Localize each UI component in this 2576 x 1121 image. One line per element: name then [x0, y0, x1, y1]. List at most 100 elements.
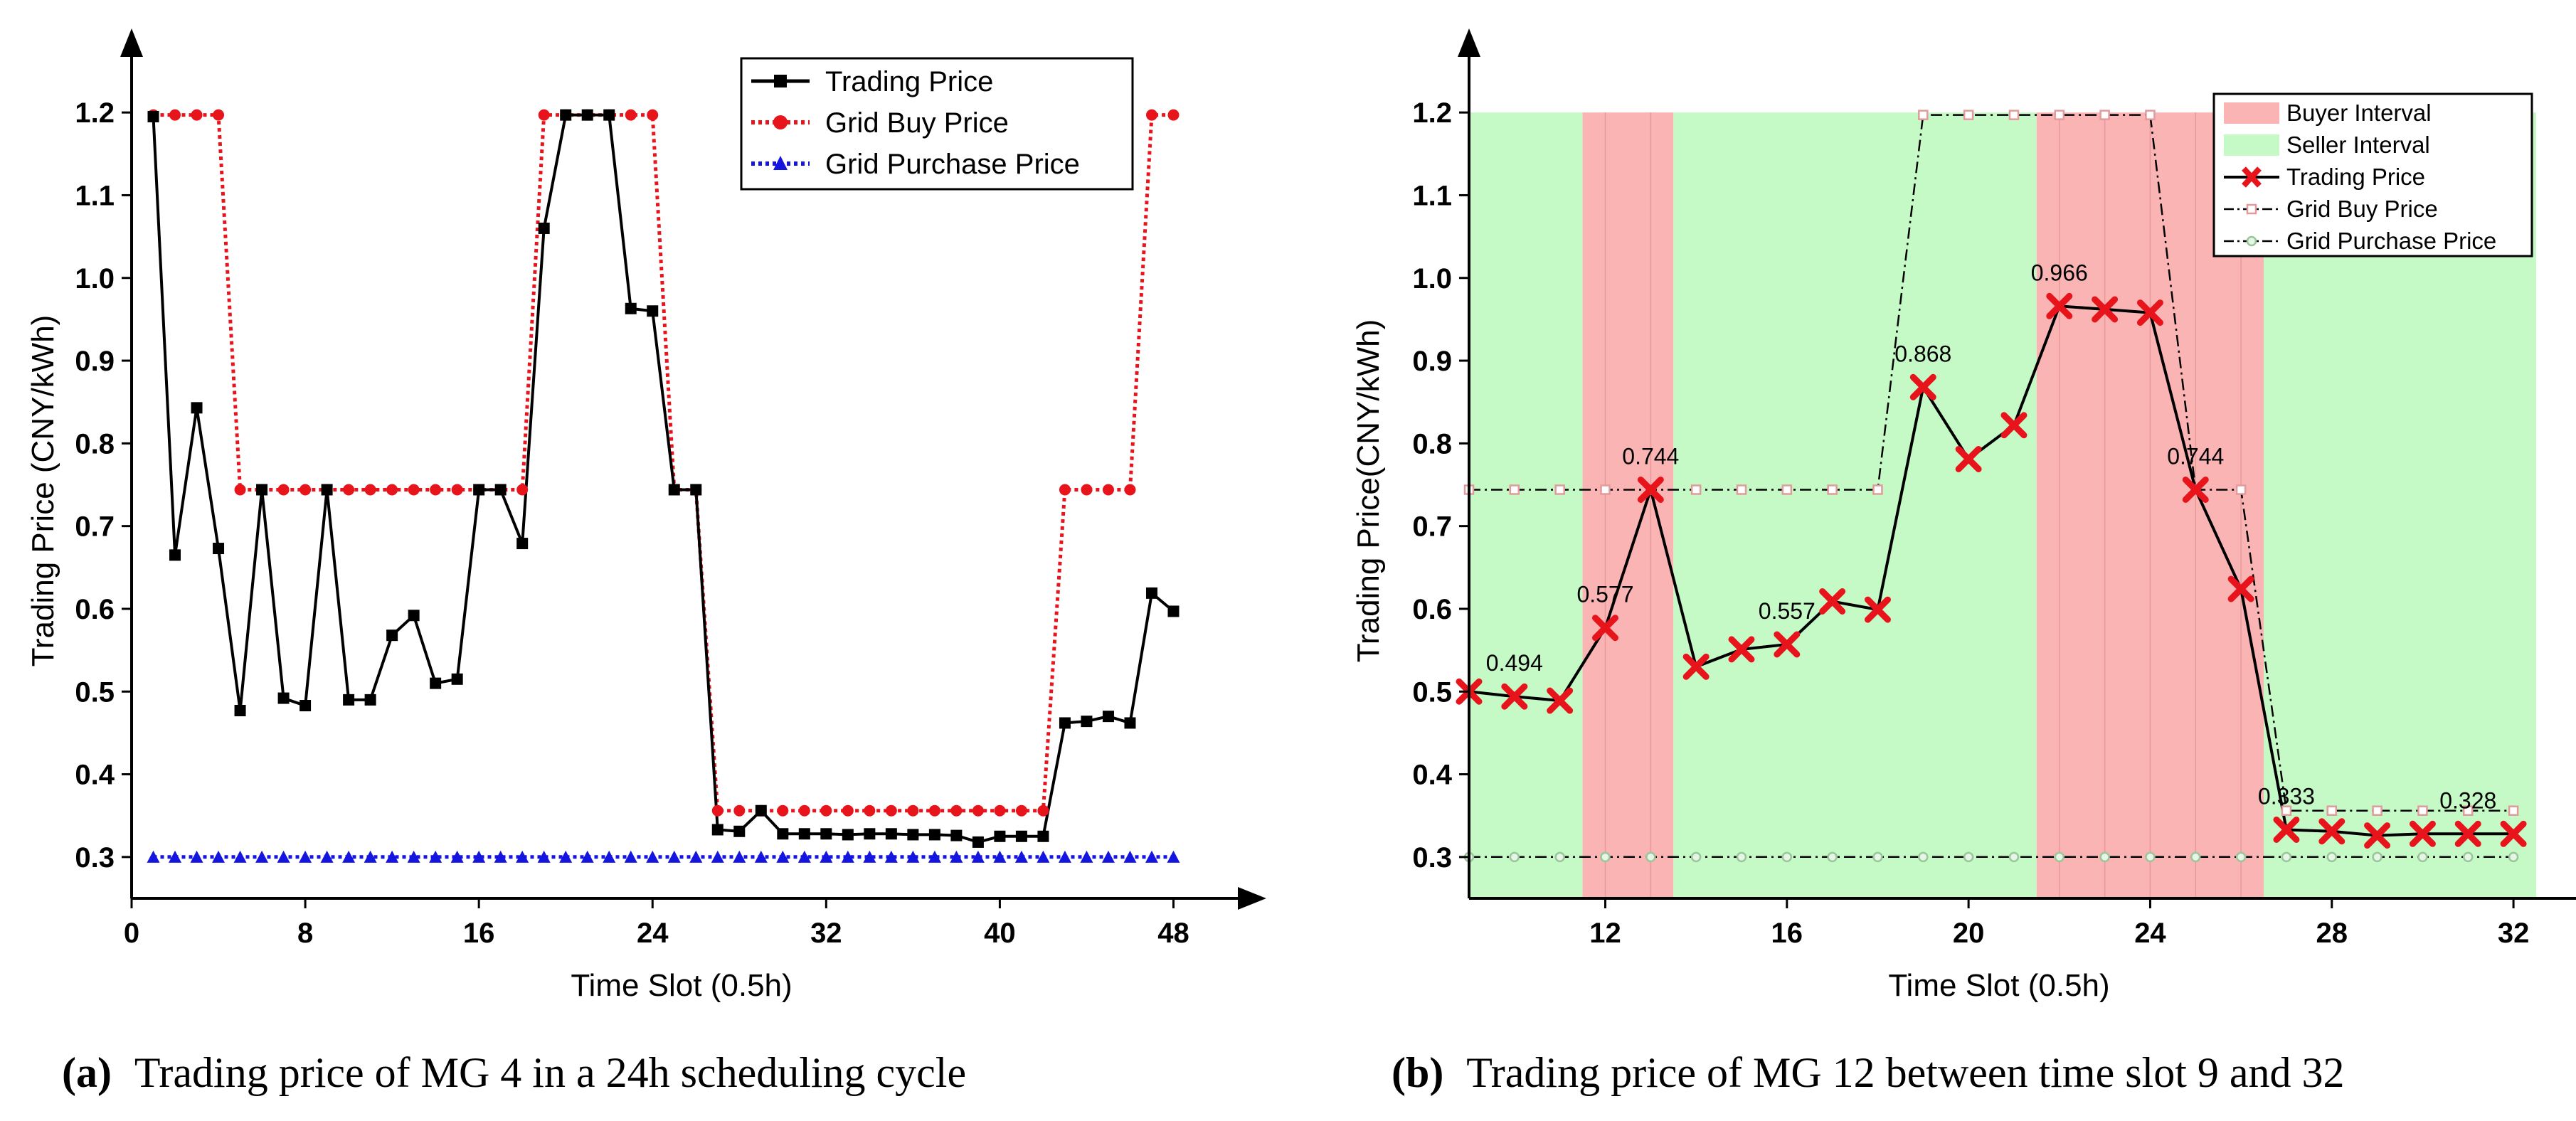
panel-b-ytick-label-6: 0.9: [1412, 346, 1452, 377]
panel-a-series-1-point-46: [1145, 109, 1157, 121]
panel-b-series-2-point-15: [2145, 851, 2156, 863]
panel-a-series-1-point-36: [928, 804, 940, 817]
panel-a-series-2-point-2: [190, 850, 203, 863]
panel-b-data-label-5: 0.966: [2031, 260, 2088, 285]
panel-b: 0.494 0.577 0.744 0.557 0.868 0.966 0.744 0.333…: [1351, 28, 2576, 1003]
panel-b-series-2-point-8: [1827, 851, 1838, 863]
panel-b-series-2-point-19: [2326, 851, 2338, 863]
panel-b-series-1-point-19: [2326, 805, 2338, 816]
panel-a-series-0-point-29: [777, 828, 789, 840]
panel-b-series-0-point-12-stroke-b: [2000, 412, 2028, 439]
panel-b-series-0-point-20: [2364, 822, 2391, 849]
panel-b-series-0-point-2: [1547, 687, 1574, 714]
panel-b-series-1-point-20: [2372, 805, 2382, 816]
panel-b-series-0-point-5-stroke-b: [1682, 653, 1710, 680]
panel-a-ytick-label-6: 0.9: [75, 346, 115, 377]
panel-b-series-2-point-11: [1963, 851, 1974, 863]
panel-a-series-2-point-41: [1037, 850, 1050, 863]
panel-a-series-2-point-17: [516, 850, 529, 863]
panel-b-series-0-point-6: [1728, 636, 1755, 663]
panel-b-ytick-label-2: 0.5: [1412, 676, 1452, 708]
panel-a-series-1-point-2: [191, 109, 203, 121]
panel-a-series-1-point-22: [625, 109, 637, 121]
panel-a-ytick-label-3: 0.6: [75, 594, 115, 625]
panel-a-series-line-1: [153, 113, 1174, 813]
panel-b-series-2-point-14: [2099, 851, 2110, 863]
caption-b-label: (b): [1392, 1049, 1443, 1096]
panel-b-interval-seller-0: [1469, 112, 1583, 898]
panel-b-series-2-point-21: [2417, 851, 2428, 863]
panel-b-data-label-1: 0.577: [1576, 582, 1633, 607]
panel-a-series-2-point-37: [950, 850, 963, 863]
panel-a-series-0-point-22: [625, 302, 637, 314]
panel-b-series-0-point-8-stroke-b: [1819, 588, 1846, 615]
panel-b-xtick-label-1: 16: [1771, 918, 1803, 949]
panel-b-series-0-point-4: [1637, 476, 1664, 503]
panel-a-series-1-point-10: [364, 484, 376, 496]
panel-a-series-1-point-18: [538, 109, 550, 121]
panel-b-legend-trading-label: Trading Price: [2286, 164, 2425, 190]
panel-b-series-0-point-9: [1864, 596, 1891, 623]
panel-b-series-2-point-22: [2463, 851, 2474, 863]
panel-a-series-2-point-27: [733, 850, 746, 863]
panel-a-series-2-point-16: [494, 850, 507, 863]
panel-b-series-1-point-18: [2281, 805, 2292, 816]
panel-a-series-2-point-30: [797, 850, 811, 863]
panel-a-xtick-label-2: 16: [463, 918, 495, 949]
panel-a-series-0-point-9: [343, 694, 355, 706]
panel-a-series-2-point-24: [667, 850, 681, 863]
panel-a-series-0-point-14: [451, 673, 463, 685]
panel-b-series-1-point-3: [1600, 484, 1611, 495]
panel-b-series-0-point-23-stroke-b: [2500, 820, 2527, 847]
panel-b-series-1-point-15: [2145, 110, 2156, 120]
panel-a-series-2-point-3: [212, 850, 226, 863]
panel-b-series-1-point-14: [2099, 110, 2110, 120]
panel-b-series-0-point-16: [2182, 476, 2209, 503]
panel-a-series-0-point-45: [1124, 717, 1136, 729]
panel-a-series-0-point-33: [864, 828, 876, 840]
panel-a-series-0-point-5: [256, 484, 268, 496]
panel-b-series-2-point-4: [1645, 851, 1656, 863]
panel-a-legend-trading: Trading Price: [751, 66, 993, 97]
panel-a-series-2-point-25: [689, 850, 703, 863]
panel-a-series-1-point-31: [820, 804, 832, 817]
panel-a-series-1-point-37: [950, 804, 963, 817]
panel-a-series-0-point-44: [1102, 711, 1114, 723]
panel-b-series-0-point-19: [2318, 818, 2346, 845]
panel-b-data-label-7: 0.333: [2258, 783, 2315, 809]
panel-b-ytick-label-1: 0.4: [1412, 760, 1452, 791]
panel-b-legend-seller-label: Seller Interval: [2286, 132, 2430, 158]
panel-b-axes: 12 16 20 24 28 32 0.3 0.4 0.5 0.6 0.7 0.8 0.9 1.0 1.1 1…: [1412, 28, 2576, 949]
panel-b-series-0-point-15: [2136, 299, 2163, 326]
panel-a-series-1-point-29: [777, 804, 789, 817]
panel-a-series-2-point-6: [277, 850, 290, 863]
panel-b-series-2-point-2: [1554, 851, 1565, 863]
panel-b-series-line-1: [1469, 114, 2514, 812]
panel-b-legend-buyer-label: Buyer Interval: [2286, 100, 2432, 126]
panel-a-series-line-0: [152, 113, 1175, 844]
panel-b-series-0-point-6-stroke-b: [1728, 636, 1755, 663]
panel-b-legend-gridpurchase: Grid Purchase Price: [2224, 228, 2496, 254]
panel-a-series-2-point-5: [255, 850, 269, 863]
panel-a-series-1-point-47: [1167, 109, 1180, 121]
panel-a-series-0-point-10: [364, 694, 376, 706]
panel-b-series-0-point-20-stroke-b: [2364, 822, 2391, 849]
panel-b-series-1-point-2: [1554, 484, 1565, 495]
panel-a-series-1-point-27: [733, 804, 746, 817]
panel-b-series-1-point-13: [2054, 110, 2065, 120]
panel-b-series-1-point-10: [1918, 110, 1929, 120]
panel-b-data-label-0: 0.494: [1486, 650, 1543, 676]
panel-a-series-1-point-4: [234, 484, 246, 496]
panel-b-series-1-point-11: [1963, 110, 1974, 120]
panel-a-series-0-point-40: [1015, 830, 1027, 842]
panel-a-series-1-point-9: [343, 484, 355, 496]
caption-a-text: Trading price of MG 4 in a 24h schedulin…: [134, 1049, 966, 1096]
panel-b-ytick-label-5: 0.8: [1412, 428, 1452, 459]
panel-a-series-1-point-39: [994, 804, 1006, 817]
panel-a-series-0-point-13: [430, 677, 442, 689]
panel-a-series-0-point-46: [1145, 587, 1157, 599]
panel-a-series-2-point-15: [472, 850, 486, 863]
panel-a-series-0-point-7: [300, 700, 312, 712]
panel-b-series-0-point-14-stroke-b: [2092, 296, 2119, 323]
panel-a-legend-gridbuy-label: Grid Buy Price: [825, 107, 1009, 139]
